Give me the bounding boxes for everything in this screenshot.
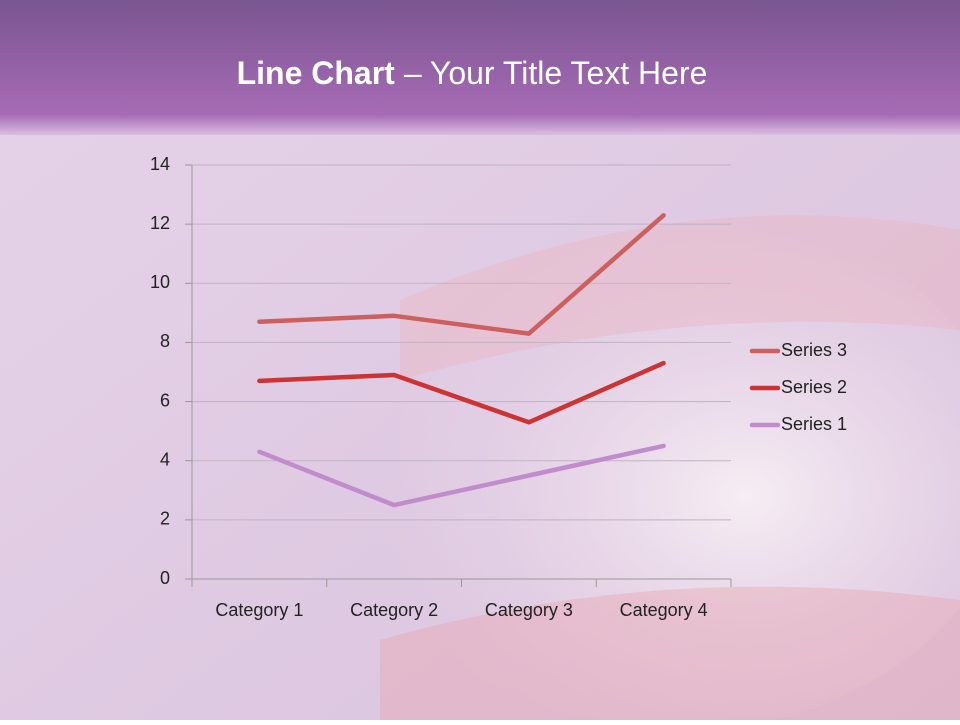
x-tick-label: Category 4 — [620, 600, 708, 620]
y-tick-label: 14 — [150, 154, 170, 174]
x-tick-label: Category 2 — [350, 600, 438, 620]
y-tick-label: 0 — [160, 568, 170, 588]
legend-label: Series 2 — [781, 377, 847, 397]
chart: 0 2 4 6 8 10 12 14 Category 1 Category 2 Category … — [150, 154, 847, 620]
y-tick-label: 12 — [150, 213, 170, 233]
y-tick-label: 8 — [160, 331, 170, 351]
series-line — [257, 213, 666, 336]
legend-label: Series 3 — [781, 340, 847, 360]
y-tick-label: 10 — [150, 272, 170, 292]
y-tick-label: 2 — [160, 509, 170, 529]
background-decor — [380, 586, 960, 720]
y-tick-label: 4 — [160, 449, 170, 469]
header-band — [0, 0, 960, 135]
series-line — [257, 443, 666, 508]
title-rest: – Your Title Text Here — [404, 55, 708, 91]
legend-label: Series 1 — [781, 414, 847, 434]
series-line — [257, 360, 666, 425]
background-decor — [400, 215, 960, 380]
x-tick-label: Category 3 — [485, 600, 573, 620]
x-tick-label: Category 1 — [215, 600, 303, 620]
slide-title: Line Chart – Your Title Text Here — [237, 55, 708, 91]
background-decor — [350, 210, 960, 725]
y-tick-label: 6 — [160, 390, 170, 410]
title-bold: Line Chart — [237, 55, 396, 91]
